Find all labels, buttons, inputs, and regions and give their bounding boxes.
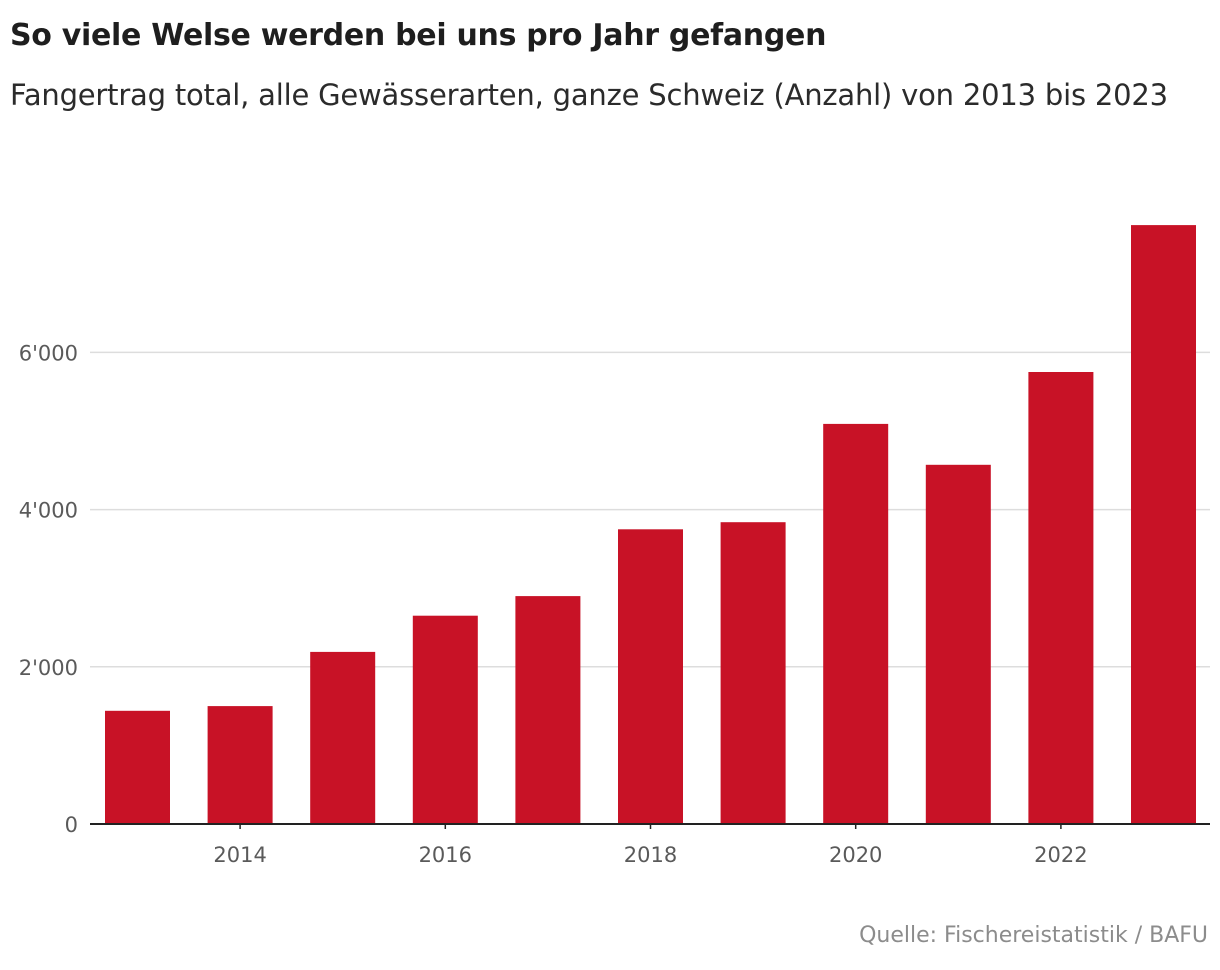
chart-subtitle: Fangertrag total, alle Gewässerarten, ga… [10, 78, 1168, 112]
y-tick-label: 6'000 [19, 341, 78, 365]
bar-2017 [515, 596, 581, 824]
y-axis-tick-labels: 0 2'000 4'000 6'000 [19, 341, 78, 837]
x-tick-label: 2022 [1034, 843, 1087, 867]
y-tick-label: 4'000 [19, 499, 78, 523]
y-tick-label: 2'000 [19, 656, 78, 680]
bars [105, 225, 1196, 825]
bar-2015 [310, 651, 376, 824]
x-tick-label: 2020 [829, 843, 882, 867]
bar-2023 [1131, 225, 1196, 825]
x-tick-label: 2018 [624, 843, 677, 867]
bar-2018 [618, 529, 683, 825]
bar-2021 [925, 464, 991, 824]
y-tick-label: 0 [65, 813, 78, 837]
bar-2022 [1028, 372, 1094, 824]
x-tick-label: 2014 [213, 843, 266, 867]
chart-title: So viele Welse werden bei uns pro Jahr g… [10, 18, 827, 53]
bar-2016 [412, 615, 478, 824]
source-note: Quelle: Fischereistatistik / BAFU [859, 923, 1208, 948]
x-tick-label: 2016 [419, 843, 472, 867]
bar-2020 [823, 423, 889, 824]
bar-2019 [720, 522, 786, 824]
bar-2013 [105, 710, 170, 824]
bar-2014 [207, 706, 273, 824]
x-axis-tick-labels: 2014 2016 2018 2020 2022 [213, 824, 1088, 867]
